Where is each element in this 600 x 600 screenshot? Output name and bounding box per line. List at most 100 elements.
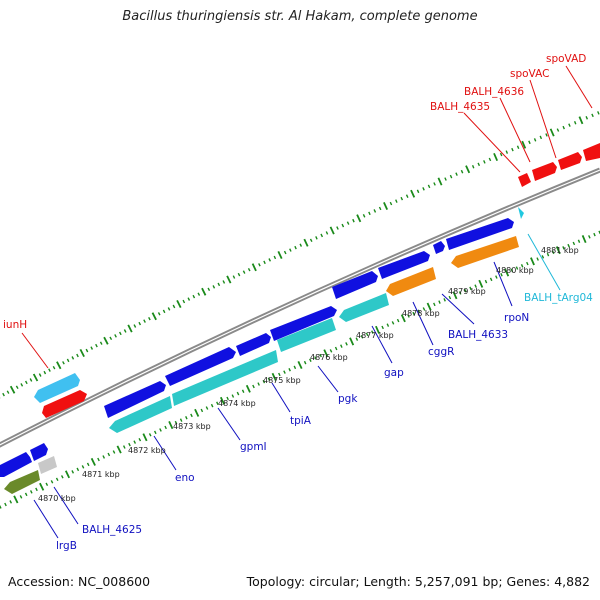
minor-tick xyxy=(60,475,64,479)
minor-tick xyxy=(407,314,410,318)
minor-tick xyxy=(422,307,426,311)
gene-arrow[interactable] xyxy=(277,318,336,352)
major-tick xyxy=(9,385,16,394)
gene-arrow[interactable] xyxy=(42,390,87,418)
gene-arrow[interactable] xyxy=(30,443,48,461)
gene-arrow[interactable] xyxy=(518,173,531,187)
gene-arrow[interactable] xyxy=(532,162,557,181)
minor-tick xyxy=(536,257,539,261)
minor-tick xyxy=(416,189,420,194)
gene-label-spoVAC[interactable]: spoVAC xyxy=(510,68,549,80)
gene-arrow[interactable] xyxy=(558,152,582,170)
gene-label-eno[interactable]: eno xyxy=(175,472,195,484)
minor-tick xyxy=(267,377,271,382)
minor-tick xyxy=(172,304,176,309)
major-tick xyxy=(578,116,584,125)
gene-label-BALH_4636[interactable]: BALH_4636 xyxy=(464,86,524,98)
minor-tick xyxy=(483,160,486,164)
minor-tick xyxy=(102,455,106,459)
gene-arrow[interactable] xyxy=(378,251,430,279)
minor-tick xyxy=(510,268,514,273)
gene-arrow[interactable] xyxy=(583,143,600,161)
minor-tick xyxy=(528,140,531,145)
gene-label-pgk[interactable]: pgk xyxy=(338,393,358,405)
gene-label-tpiA[interactable]: tpiA xyxy=(290,415,312,427)
minor-tick xyxy=(433,302,436,307)
gene-arrow[interactable] xyxy=(451,236,519,268)
minor-tick xyxy=(95,343,98,348)
gene-arrow[interactable] xyxy=(270,306,337,341)
gene-label-rpoN[interactable]: rpoN xyxy=(504,312,529,324)
minor-tick xyxy=(412,311,415,316)
minor-tick xyxy=(577,239,581,243)
gene-arrow[interactable] xyxy=(34,373,80,403)
gene-arrow[interactable] xyxy=(332,271,378,299)
gene-arrow[interactable] xyxy=(172,350,278,406)
scale-label: 4881 kbp xyxy=(541,246,579,255)
gene-arrow[interactable] xyxy=(433,241,445,254)
major-tick xyxy=(13,495,19,504)
gene-arrow[interactable] xyxy=(0,452,32,477)
connector-spoVAD xyxy=(565,65,593,109)
gene-label-BALH_4625[interactable]: BALH_4625 xyxy=(82,524,142,536)
gene-label-gpmI[interactable]: gpmI xyxy=(240,441,267,453)
major-tick xyxy=(103,336,109,345)
gene-arrow[interactable] xyxy=(386,267,436,296)
minor-tick xyxy=(45,482,49,487)
gene-label-cggR[interactable]: cggR xyxy=(428,346,454,358)
minor-tick xyxy=(391,321,395,325)
minor-tick xyxy=(62,361,65,365)
gene-arrow[interactable] xyxy=(339,293,389,322)
major-tick xyxy=(452,291,458,300)
gene-arrow[interactable] xyxy=(109,396,172,433)
minor-tick xyxy=(76,467,80,472)
scale-label: 4874 kbp xyxy=(218,399,256,408)
minor-tick xyxy=(273,255,277,260)
minor-tick xyxy=(90,346,94,350)
major-tick xyxy=(581,235,587,244)
gene-label-gap[interactable]: gap xyxy=(384,367,404,379)
gene-arrow[interactable] xyxy=(446,218,514,250)
major-tick xyxy=(168,421,174,430)
minor-tick xyxy=(545,133,548,137)
major-tick xyxy=(297,361,303,369)
minor-tick xyxy=(355,337,359,341)
gene-arrow[interactable] xyxy=(104,381,166,418)
minor-tick xyxy=(252,384,255,389)
major-tick xyxy=(116,445,122,454)
minor-tick xyxy=(35,487,38,492)
scale-label: 4873 kbp xyxy=(173,422,211,431)
minor-tick xyxy=(516,145,520,149)
minor-tick xyxy=(212,285,216,289)
major-tick xyxy=(142,433,148,442)
connector-tpiA xyxy=(271,382,291,413)
minor-tick xyxy=(458,291,462,295)
minor-tick xyxy=(192,294,196,299)
trna-marker[interactable] xyxy=(518,207,524,219)
minor-tick xyxy=(526,261,529,266)
major-tick xyxy=(530,257,535,266)
minor-tick xyxy=(395,199,398,203)
minor-tick xyxy=(148,433,152,437)
gene-label-iunH[interactable]: iunH xyxy=(3,319,27,331)
major-tick xyxy=(329,226,335,235)
gene-arrow[interactable] xyxy=(38,456,57,474)
gene-label-BALH_4633[interactable]: BALH_4633 xyxy=(448,329,508,341)
gene-arrow[interactable] xyxy=(4,470,40,494)
genome-backbone-highlight xyxy=(0,169,600,446)
connector-BALH_4633 xyxy=(441,293,475,325)
gene-arrow[interactable] xyxy=(165,347,236,386)
minor-tick xyxy=(207,287,211,292)
major-tick xyxy=(478,279,484,288)
minor-tick xyxy=(107,452,111,457)
minor-tick xyxy=(52,365,56,370)
major-tick xyxy=(521,140,527,149)
gene-label-BALH_4635[interactable]: BALH_4635 xyxy=(430,101,490,113)
major-tick xyxy=(32,373,39,382)
gene-label-spoVAD[interactable]: spoVAD xyxy=(546,53,586,65)
gene-arrow[interactable] xyxy=(236,333,271,356)
minor-tick xyxy=(303,360,307,365)
minor-tick xyxy=(236,391,240,396)
gene-label-lrgB[interactable]: lrgB xyxy=(56,540,77,552)
gene-label-BALH_tArg04[interactable]: BALH_tArg04 xyxy=(524,292,593,304)
